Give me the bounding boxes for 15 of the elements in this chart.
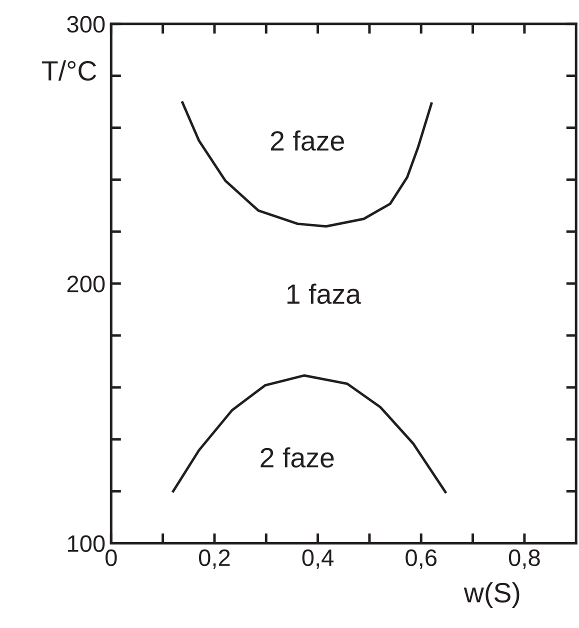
y-tick-label: 200 — [67, 276, 105, 292]
x-tick-label: 0,8 — [508, 549, 540, 569]
y-axis-title: T/°C — [42, 60, 96, 81]
annotation: 2 faze — [270, 130, 344, 151]
x-tick-label: 0,4 — [302, 549, 334, 569]
line-series — [172, 374, 447, 494]
x-tick-label: 0,6 — [406, 549, 436, 569]
annotation: 2 faze — [260, 447, 334, 468]
annotation: 1 faza — [287, 284, 362, 304]
line-series — [181, 101, 433, 228]
y-tick-label: 300 — [67, 16, 105, 33]
x-tick-label: 0 — [106, 549, 117, 566]
y-tick-label: 100 — [68, 535, 105, 552]
x-axis-title: w(S) — [464, 582, 520, 608]
x-tick-label: 0,2 — [199, 549, 230, 569]
